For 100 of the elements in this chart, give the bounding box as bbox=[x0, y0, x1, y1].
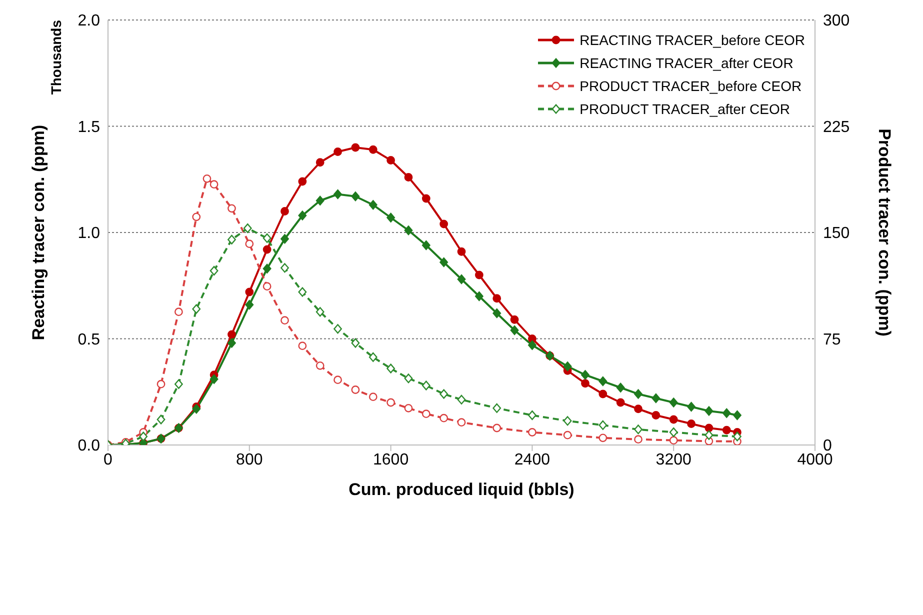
point bbox=[492, 424, 502, 432]
point bbox=[228, 234, 236, 244]
y2-tick-label: 150 bbox=[823, 225, 850, 242]
point bbox=[669, 415, 678, 424]
point bbox=[334, 148, 342, 156]
point bbox=[156, 380, 166, 388]
point bbox=[733, 432, 742, 442]
y-tick-label: 0.0 bbox=[78, 438, 100, 455]
y2-tick-label: 75 bbox=[823, 331, 841, 348]
point bbox=[368, 145, 378, 154]
point bbox=[316, 158, 324, 167]
x-axis-title: Cum. produced liquid (bbls) bbox=[348, 480, 574, 499]
point bbox=[351, 338, 360, 348]
point bbox=[492, 308, 502, 318]
point bbox=[581, 379, 590, 388]
point bbox=[280, 234, 289, 244]
point bbox=[280, 263, 289, 273]
point bbox=[687, 420, 696, 428]
point bbox=[510, 325, 519, 336]
point bbox=[316, 196, 324, 206]
x-tick-label: 1600 bbox=[373, 451, 409, 468]
point bbox=[351, 386, 360, 394]
y-tick-label: 1.0 bbox=[78, 225, 100, 242]
point bbox=[386, 156, 395, 164]
point bbox=[262, 264, 272, 274]
x-tick-label: 2400 bbox=[514, 451, 550, 468]
point bbox=[156, 414, 166, 424]
point bbox=[528, 340, 536, 350]
point bbox=[298, 210, 307, 220]
point bbox=[210, 266, 218, 276]
point bbox=[386, 212, 395, 222]
point bbox=[192, 304, 201, 314]
legend-label: REACTING TRACER_before CEOR bbox=[580, 32, 805, 48]
point bbox=[704, 430, 714, 440]
point bbox=[440, 220, 448, 228]
point bbox=[581, 370, 590, 380]
point bbox=[404, 374, 413, 384]
point bbox=[334, 189, 342, 200]
legend-label: REACTING TRACER_after CEOR bbox=[580, 54, 794, 70]
point bbox=[616, 398, 625, 407]
y-tick-label: 2.0 bbox=[78, 12, 100, 30]
x-tick-label: 3200 bbox=[656, 451, 692, 468]
point bbox=[440, 257, 448, 268]
point bbox=[192, 212, 201, 222]
point bbox=[422, 380, 430, 390]
point bbox=[722, 408, 731, 418]
point bbox=[351, 143, 360, 152]
point bbox=[404, 173, 413, 182]
point bbox=[368, 392, 378, 402]
point bbox=[669, 436, 678, 445]
point bbox=[704, 406, 714, 416]
point bbox=[722, 426, 731, 434]
y-tick-label: 0.5 bbox=[78, 331, 100, 348]
point bbox=[334, 324, 342, 334]
point bbox=[298, 342, 307, 350]
point bbox=[704, 424, 714, 432]
x-tick-label: 0 bbox=[104, 451, 113, 468]
point bbox=[652, 393, 660, 404]
point bbox=[210, 180, 218, 189]
legend-label: PRODUCT TRACER_after CEOR bbox=[580, 100, 790, 116]
point bbox=[598, 434, 608, 442]
point bbox=[440, 414, 448, 422]
point bbox=[192, 404, 201, 414]
point bbox=[457, 274, 466, 284]
point bbox=[368, 352, 378, 362]
point bbox=[652, 411, 660, 420]
text: Thousands bbox=[48, 20, 64, 95]
point bbox=[174, 308, 183, 316]
point bbox=[210, 374, 218, 384]
point bbox=[474, 270, 484, 280]
point bbox=[492, 403, 502, 413]
point bbox=[202, 174, 212, 183]
point bbox=[245, 288, 254, 296]
point bbox=[228, 204, 236, 213]
point bbox=[245, 300, 254, 310]
point bbox=[634, 424, 642, 434]
x-tick-label: 4000 bbox=[797, 451, 833, 468]
point bbox=[228, 338, 236, 348]
y-axis-title: Reacting tracer con. (ppm) bbox=[29, 124, 48, 340]
point bbox=[228, 330, 236, 339]
point bbox=[422, 240, 430, 250]
point bbox=[262, 245, 272, 254]
point bbox=[669, 427, 678, 438]
point bbox=[634, 435, 642, 444]
point bbox=[245, 240, 254, 248]
point bbox=[510, 315, 519, 324]
point bbox=[334, 376, 342, 384]
point bbox=[457, 418, 466, 427]
point bbox=[280, 316, 289, 325]
point bbox=[598, 420, 608, 430]
point bbox=[598, 390, 608, 398]
point bbox=[139, 432, 148, 442]
point bbox=[280, 207, 289, 216]
point bbox=[262, 282, 272, 291]
point bbox=[422, 410, 430, 418]
point bbox=[528, 410, 536, 420]
y2-axis-title: Product tracer con. (ppm) bbox=[874, 128, 894, 336]
point bbox=[457, 394, 466, 404]
point bbox=[368, 200, 378, 210]
x-tick-label: 800 bbox=[236, 451, 263, 468]
